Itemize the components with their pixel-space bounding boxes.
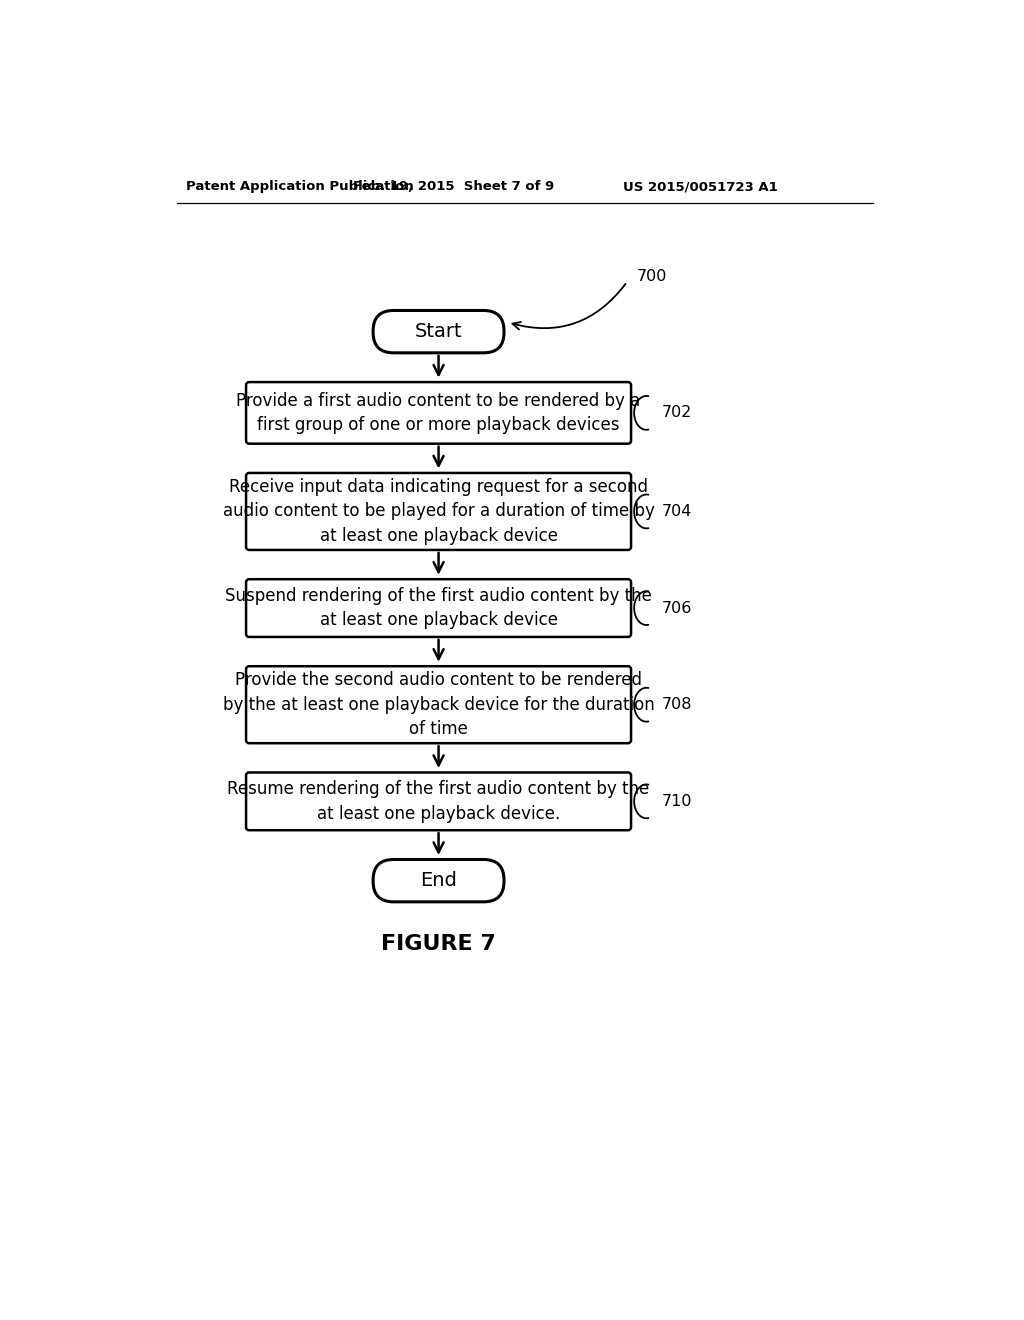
Text: Resume rendering of the first audio content by the
at least one playback device.: Resume rendering of the first audio cont… [227,780,649,822]
FancyBboxPatch shape [246,381,631,444]
Text: Provide a first audio content to be rendered by a
first group of one or more pla: Provide a first audio content to be rend… [237,392,641,434]
Text: 700: 700 [637,269,668,284]
Text: 704: 704 [662,504,692,519]
Text: Start: Start [415,322,463,341]
FancyBboxPatch shape [373,859,504,902]
Text: 710: 710 [662,793,692,809]
Text: FIGURE 7: FIGURE 7 [381,935,496,954]
Text: Receive input data indicating request for a second
audio content to be played fo: Receive input data indicating request fo… [222,478,654,545]
FancyBboxPatch shape [246,772,631,830]
Text: Provide the second audio content to be rendered
by the at least one playback dev: Provide the second audio content to be r… [222,672,654,738]
Text: US 2015/0051723 A1: US 2015/0051723 A1 [624,181,778,194]
FancyBboxPatch shape [246,579,631,638]
Text: Suspend rendering of the first audio content by the
at least one playback device: Suspend rendering of the first audio con… [225,587,652,630]
Text: Feb. 19, 2015  Sheet 7 of 9: Feb. 19, 2015 Sheet 7 of 9 [353,181,555,194]
Text: 706: 706 [662,601,692,615]
Text: 708: 708 [662,697,692,713]
FancyBboxPatch shape [246,473,631,550]
Text: Patent Application Publication: Patent Application Publication [186,181,414,194]
FancyBboxPatch shape [373,310,504,352]
FancyBboxPatch shape [246,667,631,743]
Text: 702: 702 [662,405,692,420]
Text: End: End [420,871,457,890]
